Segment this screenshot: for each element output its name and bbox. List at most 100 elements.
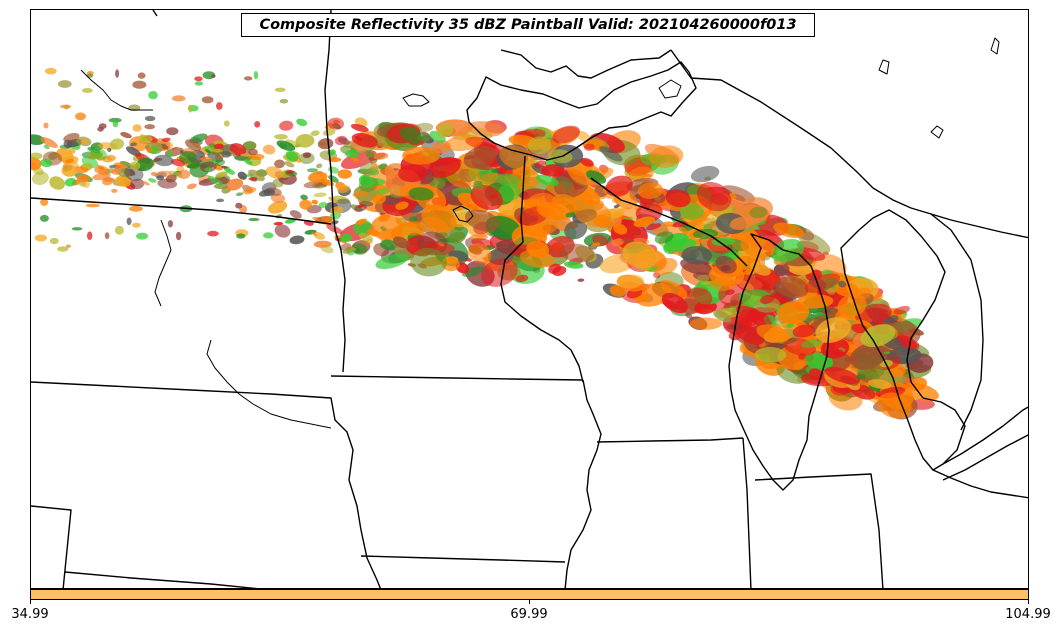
- reflectivity-blob: [235, 192, 244, 197]
- reflectivity-blob: [380, 226, 387, 231]
- reflectivity-blob: [313, 192, 327, 198]
- reflectivity-blob: [226, 178, 244, 191]
- reflectivity-blob: [90, 147, 107, 160]
- reflectivity-blob: [350, 123, 369, 132]
- us-canada-border: [31, 10, 157, 16]
- reflectivity-blob: [427, 157, 461, 178]
- reflectivity-blob: [365, 151, 375, 158]
- reflectivity-blob: [646, 204, 654, 208]
- reflectivity-blob: [132, 124, 142, 132]
- reflectivity-blob: [194, 76, 203, 82]
- colorbar-tick-mid: [529, 600, 530, 604]
- reflectivity-blob: [466, 121, 505, 137]
- reflectivity-blob: [773, 263, 790, 277]
- reflectivity-blob: [44, 67, 57, 75]
- reflectivity-blob: [71, 227, 83, 231]
- reflectivity-blob: [327, 117, 345, 130]
- reflectivity-blob: [207, 230, 219, 237]
- reflectivity-blob: [40, 137, 58, 148]
- reflectivity-blob: [236, 233, 246, 239]
- reflectivity-blob: [215, 171, 228, 178]
- nebraska-kansas-border: [31, 505, 72, 588]
- reflectivity-blob: [81, 174, 90, 181]
- reflectivity-blob: [274, 87, 286, 93]
- reflectivity-blob: [749, 206, 768, 219]
- reflectivity-blob: [39, 214, 49, 222]
- reflectivity-blob: [832, 348, 845, 357]
- reflectivity-blob: [80, 138, 89, 144]
- reflectivity-blob: [129, 161, 141, 171]
- reflectivity-blob: [295, 157, 302, 163]
- reflectivity-blob: [729, 193, 737, 199]
- reflectivity-blob: [527, 136, 552, 155]
- reflectivity-blob: [357, 204, 364, 208]
- reflectivity-blob: [719, 274, 737, 285]
- colorbar-label-mid: 69.99: [510, 607, 548, 622]
- reflectivity-blob: [380, 239, 398, 251]
- reflectivity-blob: [491, 168, 499, 173]
- reflectivity-blob: [342, 247, 357, 254]
- reflectivity-blob: [75, 112, 86, 121]
- reflectivity-blob: [201, 96, 214, 104]
- reflectivity-blob: [299, 199, 312, 210]
- reflectivity-blob: [312, 217, 321, 222]
- reflectivity-blob: [358, 232, 373, 242]
- reflectivity-blob: [212, 149, 223, 153]
- reflectivity-blob: [146, 146, 153, 153]
- reflectivity-blob: [175, 231, 182, 241]
- reflectivity-blob: [215, 159, 226, 167]
- reflectivity-blob: [213, 183, 228, 190]
- lake-superior-north-shore: [500, 49, 672, 79]
- reflectivity-blob: [111, 168, 122, 175]
- reflectivity-blob: [226, 168, 235, 175]
- reflectivity-blob: [244, 159, 253, 165]
- reflectivity-blob: [897, 335, 918, 350]
- reflectivity-blob: [179, 150, 197, 164]
- reflectivity-blob: [463, 145, 497, 169]
- reflectivity-blob: [137, 72, 146, 79]
- reflectivity-blob: [242, 141, 257, 151]
- reflectivity-blob: [824, 366, 860, 385]
- reflectivity-blob: [336, 185, 351, 194]
- reflectivity-blob: [340, 233, 353, 243]
- reflectivity-blob: [649, 145, 684, 168]
- reflectivity-blob: [661, 292, 688, 314]
- reflectivity-blob: [685, 312, 693, 319]
- reflectivity-blob: [826, 287, 836, 295]
- iowa-south-border: [360, 555, 566, 563]
- reflectivity-blob: [775, 276, 809, 299]
- reflectivity-blob: [837, 293, 867, 318]
- reflectivity-blob: [577, 278, 585, 282]
- lake-michigan-shoreline: [728, 233, 830, 491]
- reflectivity-blob: [317, 138, 334, 150]
- reflectivity-blob: [715, 255, 737, 274]
- reflectivity-blob: [263, 188, 275, 197]
- reflectivity-blob: [679, 203, 704, 220]
- reflectivity-blob: [713, 310, 732, 323]
- reflectivity-blob: [107, 147, 112, 152]
- reflectivity-blob: [402, 146, 441, 165]
- reflectivity-blob: [338, 137, 351, 145]
- reflectivity-blob: [138, 134, 153, 144]
- reflectivity-blob: [104, 232, 110, 240]
- reflectivity-blob: [815, 317, 851, 343]
- reflectivity-blob: [40, 158, 53, 168]
- reflectivity-blob: [130, 178, 145, 190]
- lake-erie-shoreline: [942, 406, 1028, 465]
- reflectivity-blob: [186, 162, 201, 169]
- missouri-river: [154, 219, 172, 307]
- reflectivity-blob: [496, 173, 521, 187]
- reflectivity-blob: [318, 201, 328, 209]
- reflectivity-blob: [274, 134, 288, 140]
- reflectivity-blob: [721, 185, 756, 203]
- reflectivity-blob: [373, 152, 389, 160]
- reflectivity-blob: [515, 274, 529, 283]
- reflectivity-blob: [34, 234, 47, 242]
- colorbar-tick-max: [1028, 600, 1029, 604]
- reflectivity-blob: [43, 122, 49, 129]
- missouri-river-south: [206, 339, 332, 429]
- reflectivity-blob: [114, 225, 124, 235]
- reflectivity-blob: [660, 280, 688, 299]
- reflectivity-blob: [302, 152, 312, 159]
- reflectivity-blob: [136, 232, 149, 240]
